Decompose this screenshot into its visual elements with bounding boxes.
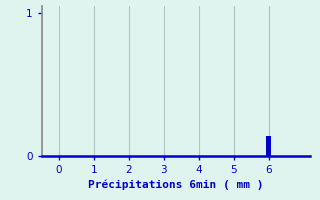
X-axis label: Précipitations 6min ( mm ): Précipitations 6min ( mm ) — [88, 179, 264, 190]
Bar — [267, 136, 271, 156]
